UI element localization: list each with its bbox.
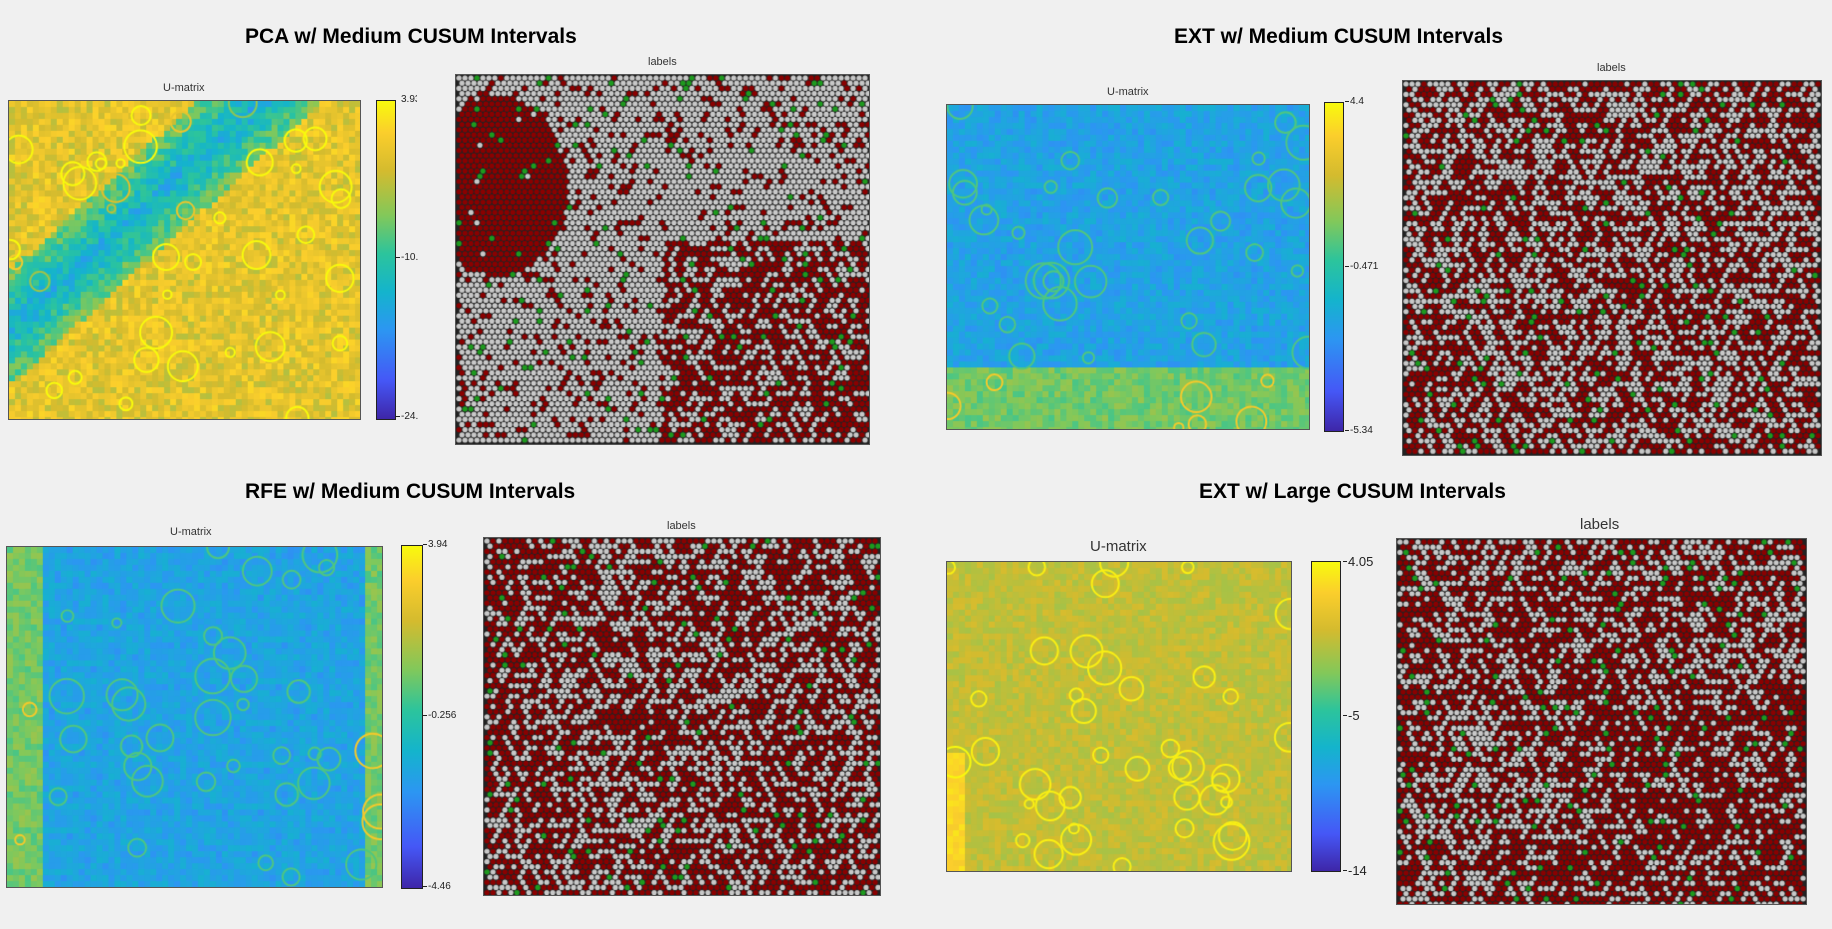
umatrix-pca xyxy=(8,100,361,420)
labels-title-pca: labels xyxy=(648,56,677,68)
umatrix-title-pca: U-matrix xyxy=(163,82,205,94)
colorbar-rfe xyxy=(401,545,423,889)
umatrix-title-ext-medium: U-matrix xyxy=(1107,86,1149,98)
labels-title-ext-medium: labels xyxy=(1597,62,1626,74)
umatrix-ext-medium xyxy=(946,104,1310,430)
colorbar-tick-min: -14 xyxy=(1343,863,1367,878)
panel-title-pca: PCA w/ Medium CUSUM Intervals xyxy=(245,25,577,48)
colorbar-tick-mid: -5 xyxy=(1343,708,1360,723)
colorbar-tick-min: -5.34 xyxy=(1345,425,1373,436)
colorbar-tick-max: 4.4 xyxy=(1345,96,1364,107)
panel-title-ext-medium: EXT w/ Medium CUSUM Intervals xyxy=(1174,25,1504,48)
labels-title-ext-large: labels xyxy=(1580,516,1620,533)
colorbar-tick-mid: -10. xyxy=(395,252,419,263)
colorbar-tick-mid: -0.471 xyxy=(1344,261,1379,272)
labels-plot-ext-large xyxy=(1396,538,1807,905)
umatrix-rfe xyxy=(6,546,383,888)
colorbar-ext-large xyxy=(1311,561,1341,872)
colorbar-pca xyxy=(376,100,396,420)
colorbar-tick-mid: -0.256 xyxy=(422,710,457,721)
umatrix-title-rfe: U-matrix xyxy=(170,526,212,538)
colorbar-tick-max: 3.94 xyxy=(422,539,448,550)
labels-plot-rfe xyxy=(483,537,881,896)
labels-plot-pca xyxy=(455,74,870,445)
colorbar-tick-min: -24. xyxy=(395,411,419,422)
colorbar-ext-medium xyxy=(1324,102,1344,432)
colorbar-tick-min: -4.46 xyxy=(423,881,451,892)
umatrix-ext-large xyxy=(946,561,1292,872)
umatrix-title-ext-large: U-matrix xyxy=(1090,538,1147,555)
labels-title-rfe: labels xyxy=(667,520,696,532)
panel-title-ext-large: EXT w/ Large CUSUM Intervals xyxy=(1199,480,1506,503)
colorbar-tick-max: 4.05 xyxy=(1342,554,1374,569)
colorbar-tick-max: 3.93 xyxy=(401,95,417,105)
panel-title-rfe: RFE w/ Medium CUSUM Intervals xyxy=(245,480,576,503)
labels-plot-ext-medium xyxy=(1402,80,1822,456)
